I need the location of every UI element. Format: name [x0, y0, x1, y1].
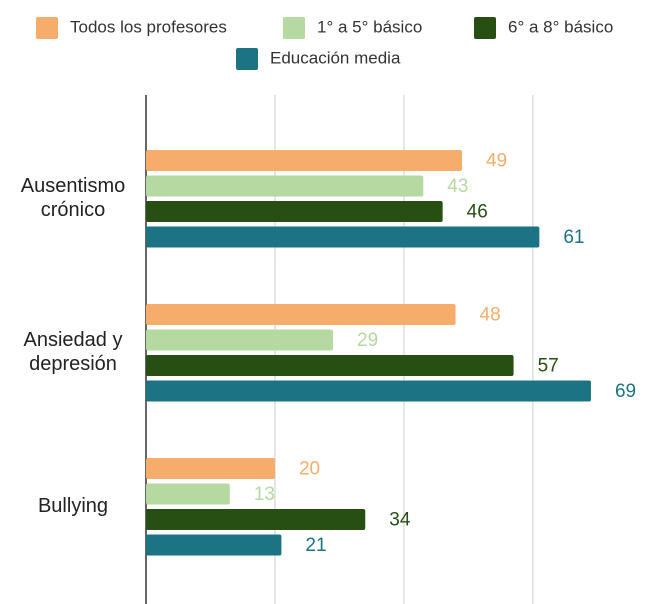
value-label: 20 [299, 459, 320, 480]
value-label: 43 [447, 176, 468, 197]
bar [146, 329, 334, 351]
value-label: 21 [305, 535, 326, 556]
value-label: 29 [357, 330, 378, 351]
legend-label: 1° a 5° básico [317, 17, 422, 36]
legend-label: 6° a 8° básico [508, 17, 613, 36]
bar [146, 458, 275, 479]
category-label: Ausentismo crónico [21, 175, 126, 221]
bar [146, 175, 424, 197]
bar [146, 226, 540, 248]
bar [146, 380, 591, 402]
legend-swatch [36, 17, 58, 39]
bar [146, 483, 230, 505]
bar [146, 150, 462, 171]
legend-swatch [474, 17, 496, 39]
legend-label: Todos los profesores [70, 17, 227, 36]
bar [146, 304, 456, 325]
legend-label: Educación media [270, 48, 401, 67]
value-label: 57 [538, 356, 559, 377]
bar [146, 201, 443, 222]
value-label: 34 [389, 510, 411, 531]
value-label: 49 [486, 151, 507, 172]
value-label: 46 [467, 202, 488, 223]
legend-swatch [236, 48, 258, 70]
value-label: 13 [254, 484, 275, 505]
value-label: 48 [480, 305, 501, 326]
bar [146, 534, 282, 556]
value-label: 61 [563, 227, 584, 248]
category-label: Bullying [38, 495, 108, 517]
bar [146, 509, 366, 530]
category-label: Ansiedad y depresión [24, 329, 123, 375]
legend-swatch [283, 17, 305, 39]
bar [146, 355, 514, 376]
value-label: 69 [615, 381, 636, 402]
